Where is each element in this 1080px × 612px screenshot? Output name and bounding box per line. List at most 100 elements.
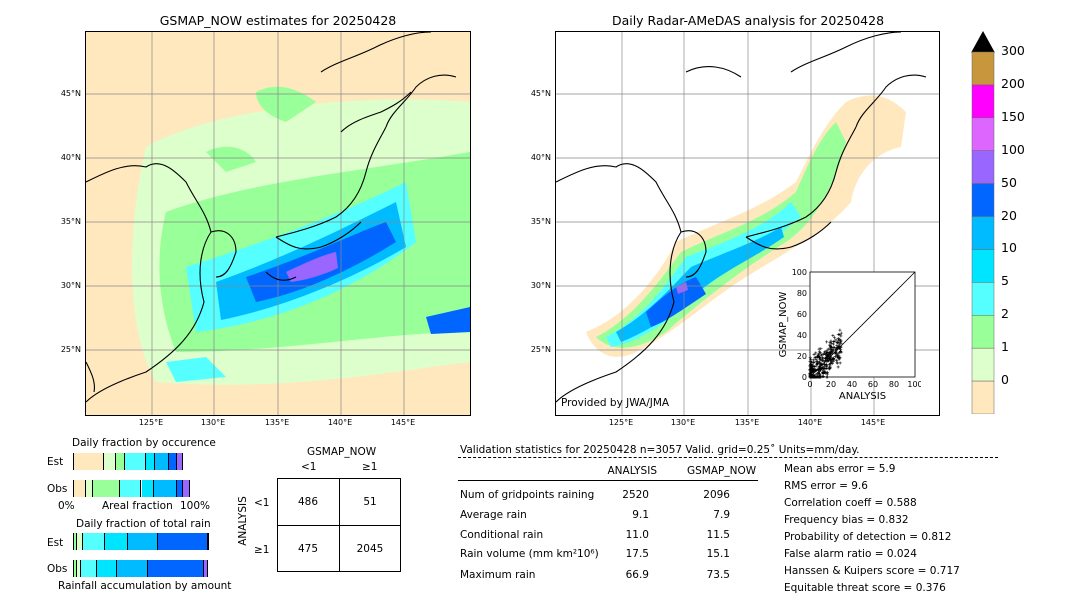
occ-axis-min: 0% xyxy=(58,500,75,512)
occ-est-bar xyxy=(73,453,209,470)
stat-row-analysis: 17.5 xyxy=(625,548,649,560)
stat-row-label: Conditional rain xyxy=(460,529,544,541)
occ-segment xyxy=(86,480,93,497)
tr-segment xyxy=(76,560,81,577)
occ-segment xyxy=(145,453,155,470)
colorbar-label: 300 xyxy=(1001,43,1025,58)
tr-segment xyxy=(74,533,77,550)
scatter-x-tick: 60 xyxy=(868,380,878,389)
right-lon-140: 140°E xyxy=(797,418,823,427)
occ-segment xyxy=(125,453,146,470)
left-lat-25: 25°N xyxy=(60,345,81,354)
tr-segment xyxy=(203,560,208,577)
tr-segment xyxy=(105,533,128,550)
tr-segment xyxy=(74,560,77,577)
colorbar-label: 5 xyxy=(1001,273,1009,289)
left-lon-125: 125°E xyxy=(138,418,164,427)
colorbar-canvas xyxy=(971,30,995,415)
left-lon-130: 130°E xyxy=(200,418,226,427)
right-lon-135: 135°E xyxy=(734,418,760,427)
left-map xyxy=(85,31,471,416)
occ-axis-max: 100% xyxy=(180,500,211,512)
colorbar-label: 2 xyxy=(1001,306,1009,322)
score-line: False alarm ratio = 0.024 xyxy=(784,548,917,560)
colorbar-label: 0 xyxy=(1001,372,1009,388)
tr-segment xyxy=(157,533,208,550)
colorbar-swatch xyxy=(971,150,995,184)
stat-row-analysis: 2520 xyxy=(622,489,649,501)
occ-segment xyxy=(103,453,116,470)
stats-table-rule xyxy=(458,480,758,481)
scatter-x-tick: 40 xyxy=(847,380,857,389)
occ-axis-title: Areal fraction xyxy=(102,500,173,512)
left-lon-145: 145°E xyxy=(390,418,416,427)
right-lon-145: 145°E xyxy=(860,418,886,427)
validation-header: Validation statistics for 20250428 n=305… xyxy=(460,444,860,456)
contingency-grid xyxy=(277,478,401,572)
tr-segment xyxy=(83,533,106,550)
occ-segment xyxy=(74,453,104,470)
colorbar-swatch xyxy=(971,183,995,217)
occ-segment xyxy=(92,480,120,497)
colorbar-label: 50 xyxy=(1001,174,1017,190)
score-line: RMS error = 9.6 xyxy=(784,480,868,492)
right-lat-45: 45°N xyxy=(530,89,551,98)
score-line: Frequency bias = 0.832 xyxy=(784,514,909,526)
stat-row-gsmap: 15.1 xyxy=(706,548,730,560)
score-line: Correlation coeff = 0.588 xyxy=(784,497,917,509)
stat-row-analysis: 66.9 xyxy=(625,569,649,581)
occ-segment xyxy=(141,480,154,497)
occ-segment xyxy=(155,453,169,470)
left-lon-135: 135°E xyxy=(264,418,290,427)
left-map-title: GSMAP_NOW estimates for 20250428 xyxy=(159,13,397,28)
scatter-plot: 0 20 40 60 80 100 0 20 40 60 80 100 ANALYSIS GSMAP_NO… xyxy=(776,268,923,403)
data-credit: Provided by JWA/JMA xyxy=(561,397,670,409)
right-map-title: Daily Radar-AMeDAS analysis for 20250428 xyxy=(611,13,885,28)
scatter-y-tick: 20 xyxy=(797,352,807,361)
occ-segment xyxy=(176,453,184,470)
scatter-y-tick: 60 xyxy=(797,310,807,319)
scatter-x-tick: 100 xyxy=(907,380,921,389)
tr-segment xyxy=(148,560,204,577)
contingency-cell-11: 2045 xyxy=(356,543,384,555)
colorbar-swatch xyxy=(971,282,995,316)
occ-segment xyxy=(153,480,177,497)
tr-segment xyxy=(80,560,97,577)
tr-obs-label: Obs xyxy=(47,563,68,575)
right-lon-125: 125°E xyxy=(608,418,634,427)
totalrain-title: Daily fraction of total rain xyxy=(76,518,211,530)
scatter-x-tick: 80 xyxy=(889,380,899,389)
col-analysis-header: ANALYSIS xyxy=(607,465,657,477)
scatter-x-tick: 20 xyxy=(826,380,836,389)
scatter-ylabel: GSMAP_NOW xyxy=(778,291,789,357)
contingency-title: GSMAP_NOW xyxy=(307,446,377,458)
right-lat-30: 30°N xyxy=(530,281,551,290)
contingency-col-ge1: ≥1 xyxy=(362,461,378,473)
colorbar-swatch xyxy=(971,347,995,382)
occurrence-title: Daily fraction by occurence xyxy=(72,437,216,449)
score-line: Probability of detection = 0.812 xyxy=(784,531,952,543)
stat-row-gsmap: 7.9 xyxy=(713,509,730,521)
contingency-cell-01: 51 xyxy=(363,496,377,508)
colorbar-swatch xyxy=(971,216,995,250)
score-line: Hanssen & Kuipers score = 0.717 xyxy=(784,565,960,577)
score-line: Mean abs error = 5.9 xyxy=(784,463,896,475)
contingency-row-lt1: <1 xyxy=(254,497,270,509)
contingency-row-axis: ANALYSIS xyxy=(237,496,249,546)
contingency-col-lt1: <1 xyxy=(301,461,317,473)
colorbar-swatch xyxy=(971,117,995,151)
scatter-canvas: 0 20 40 60 80 100 0 20 40 60 80 100 ANALYSIS GSMAP_NO… xyxy=(778,268,923,402)
colorbar-swatch xyxy=(971,51,995,86)
colorbar-label: 150 xyxy=(1001,108,1025,124)
colorbar-label: 20 xyxy=(1001,207,1017,223)
scatter-y-tick: 80 xyxy=(797,289,807,298)
colorbar-label: 10 xyxy=(1001,240,1017,256)
stat-row-gsmap: 73.5 xyxy=(706,569,730,581)
right-lat-25: 25°N xyxy=(530,345,551,354)
col-gsmap-header: GSMAP_NOW xyxy=(687,465,757,477)
scatter-y-tick: 40 xyxy=(797,331,807,340)
occ-segment xyxy=(183,480,191,497)
stat-row-label: Rain volume (mm km²10⁶) xyxy=(460,548,599,560)
left-lon-140: 140°E xyxy=(327,418,353,427)
colorbar-swatch xyxy=(971,380,995,415)
